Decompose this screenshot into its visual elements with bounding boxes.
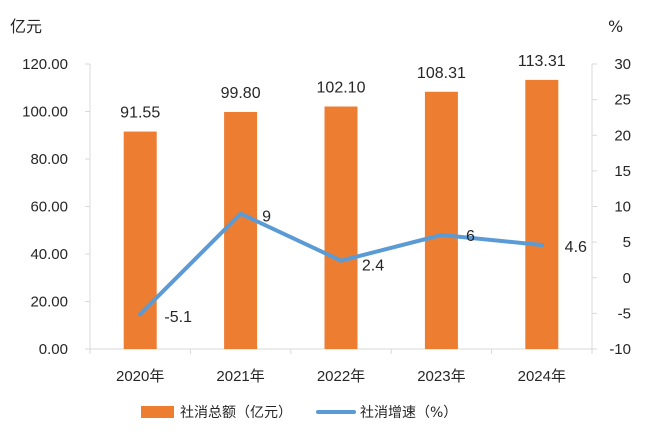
line-point [238, 211, 243, 216]
line-data-label: 9 [262, 209, 271, 226]
line-data-label: -5.1 [164, 309, 192, 326]
x-tick-label: 2023年 [417, 368, 465, 385]
left-axis-unit: 亿元 [10, 17, 42, 36]
line-point [339, 258, 343, 263]
left-tick-label: 20.00 [30, 294, 68, 311]
bar-data-label: 99.80 [221, 85, 261, 102]
line-point [539, 242, 544, 247]
bar [123, 131, 157, 349]
bar-data-label: 102.10 [317, 80, 366, 97]
left-tick-label: 120.00 [22, 56, 68, 73]
x-tick-label: 2021年 [216, 368, 264, 385]
left-tick-label: 80.00 [30, 151, 68, 168]
right-axis-unit: % [608, 17, 623, 36]
bar [224, 111, 258, 349]
left-tick-label: 0.00 [39, 341, 68, 358]
bar-data-label: 113.31 [518, 53, 566, 70]
line-point [138, 312, 143, 317]
x-axis-ticks: 2020年 2021年 2022年 2023年 2024年 [89, 349, 593, 385]
bar-data-labels: 91.55 99.80 102.10 108.31 113.31 [120, 53, 566, 122]
bar-data-label: 108.31 [417, 65, 466, 82]
bar [424, 91, 458, 350]
legend-label-total: 社消总额（亿元） [180, 405, 292, 421]
left-tick-label: 100.00 [22, 104, 68, 121]
right-tick-label: -5 [618, 305, 631, 322]
right-axis-ticks: -10 -5 0 5 10 15 20 25 30 [592, 56, 631, 358]
legend-swatch-total [141, 406, 174, 418]
left-tick-label: 60.00 [30, 199, 68, 216]
right-tick-label: -10 [609, 341, 631, 358]
line-data-label: 6 [466, 228, 475, 245]
legend: 社消总额（亿元） 社消增速（%） [141, 405, 457, 421]
bar-series [123, 79, 559, 350]
right-tick-label: 20 [614, 127, 631, 144]
line-series [138, 211, 544, 317]
line-data-labels: -5.1 9 2.4 6 4.6 [164, 209, 587, 326]
bar [525, 79, 559, 350]
x-tick-label: 2020年 [116, 368, 164, 385]
line-data-label: 2.4 [362, 258, 384, 275]
line-data-label: 4.6 [565, 239, 587, 256]
right-tick-label: 0 [623, 270, 631, 287]
x-tick-label: 2024年 [518, 368, 566, 385]
bar-data-label: 91.55 [120, 105, 160, 122]
right-tick-label: 30 [614, 56, 631, 73]
legend-label-growth: 社消增速（%） [360, 405, 457, 421]
line-point [439, 233, 444, 237]
x-tick-label: 2022年 [317, 368, 365, 385]
right-tick-label: 25 [614, 92, 631, 109]
right-tick-label: 15 [614, 163, 631, 180]
left-tick-label: 40.00 [30, 246, 68, 263]
bar [324, 106, 358, 349]
left-axis-ticks: 0.00 20.00 40.00 60.00 80.00 100.00 120.00 [22, 56, 90, 358]
right-tick-label: 5 [623, 234, 631, 251]
right-tick-label: 10 [614, 199, 631, 216]
